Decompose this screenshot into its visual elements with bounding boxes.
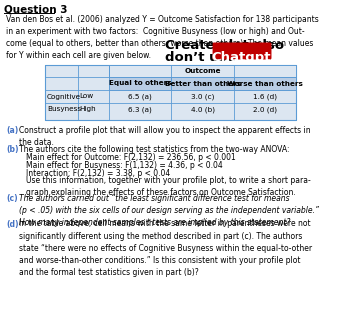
Bar: [45, 65, 296, 120]
Text: 6.5 (a): 6.5 (a): [128, 93, 152, 100]
Text: 6.3 (a): 6.3 (a): [128, 106, 152, 113]
Bar: [234, 77, 296, 90]
Text: 2.0 (d): 2.0 (d): [253, 106, 277, 113]
Text: Equal to others: Equal to others: [109, 80, 172, 86]
Text: Question 3: Question 3: [4, 5, 68, 15]
FancyBboxPatch shape: [212, 43, 272, 59]
Text: Busyness: Busyness: [47, 106, 81, 112]
Text: High: High: [80, 106, 96, 112]
Text: Chatgpt: Chatgpt: [212, 51, 271, 64]
Text: Worse than others: Worse than others: [227, 80, 303, 86]
Text: Outcome: Outcome: [184, 68, 221, 74]
Text: Use this information, together with your profile plot, to write a short para-
gr: Use this information, together with your…: [26, 176, 311, 197]
Text: 1.6 (d): 1.6 (d): [253, 93, 277, 100]
Text: The authors carried out “the least significant difference test for means
(p < .0: The authors carried out “the least signi…: [19, 194, 319, 227]
Text: Low: Low: [80, 94, 94, 100]
Text: (a): (a): [6, 126, 18, 135]
Text: Better than others: Better than others: [164, 80, 241, 86]
Text: Main effect for Busyness: F(1,132) = 4.36, p < 0.04: Main effect for Busyness: F(1,132) = 4.3…: [26, 161, 223, 170]
Text: (d): (d): [6, 219, 19, 228]
Text: Cognitive: Cognitive: [47, 94, 81, 100]
Bar: [109, 77, 172, 90]
Text: Create plot also: Create plot also: [164, 39, 284, 52]
Text: (b): (b): [6, 145, 19, 154]
Text: Construct a profile plot that will allow you to inspect the apparent effects in
: Construct a profile plot that will allow…: [19, 126, 311, 147]
Text: Van den Bos et al. (2006) analyzed Y = Outcome Satisfaction for 138 participants: Van den Bos et al. (2006) analyzed Y = O…: [6, 15, 319, 60]
Text: Main effect for Outcome: F(2,132) = 236.56, p < 0.001: Main effect for Outcome: F(2,132) = 236.…: [26, 153, 236, 162]
Bar: [109, 65, 296, 77]
Text: 4.0 (b): 4.0 (b): [191, 106, 215, 113]
Text: The authors cite the following test statistics from the two-way ANOVA:: The authors cite the following test stat…: [19, 145, 289, 154]
Text: In the table above, cell means with the same letter in parentheses were not
sign: In the table above, cell means with the …: [19, 219, 312, 277]
Text: 3.0 (c): 3.0 (c): [191, 93, 214, 100]
Text: (c): (c): [6, 194, 18, 203]
Bar: [172, 77, 234, 90]
Text: Interaction: F(2,132) = 3.38, p < 0.04: Interaction: F(2,132) = 3.38, p < 0.04: [26, 168, 170, 177]
Text: don’t use: don’t use: [164, 51, 240, 64]
